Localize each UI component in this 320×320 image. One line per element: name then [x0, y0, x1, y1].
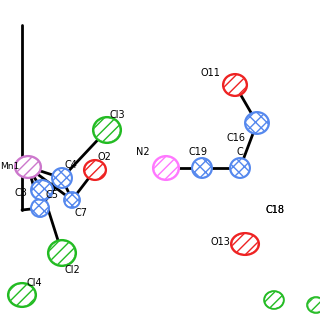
- Ellipse shape: [307, 297, 320, 313]
- Text: Mn1: Mn1: [0, 162, 19, 171]
- Ellipse shape: [64, 192, 80, 208]
- Text: O2: O2: [97, 152, 111, 162]
- Text: Cl3: Cl3: [109, 110, 124, 120]
- Text: C18: C18: [265, 205, 284, 215]
- Text: Cl2: Cl2: [64, 265, 80, 275]
- Ellipse shape: [192, 158, 212, 178]
- Text: O13: O13: [210, 237, 230, 247]
- Text: C: C: [236, 147, 244, 157]
- Text: C7: C7: [74, 208, 87, 218]
- Ellipse shape: [223, 74, 247, 96]
- Text: C16: C16: [226, 133, 245, 143]
- Ellipse shape: [245, 112, 269, 134]
- Ellipse shape: [230, 158, 250, 178]
- Text: C3: C3: [14, 188, 27, 198]
- Ellipse shape: [8, 283, 36, 307]
- Ellipse shape: [84, 160, 106, 180]
- Ellipse shape: [15, 156, 41, 178]
- Text: N2: N2: [136, 147, 150, 157]
- Ellipse shape: [93, 117, 121, 143]
- Text: C18: C18: [265, 205, 284, 215]
- Ellipse shape: [48, 240, 76, 266]
- Ellipse shape: [264, 291, 284, 309]
- Text: C19: C19: [188, 147, 207, 157]
- Ellipse shape: [52, 168, 72, 188]
- Text: O11: O11: [200, 68, 220, 78]
- Text: C4: C4: [64, 160, 77, 170]
- Ellipse shape: [31, 180, 53, 200]
- Ellipse shape: [31, 199, 49, 217]
- Text: C5: C5: [45, 190, 58, 200]
- Ellipse shape: [153, 156, 179, 180]
- Text: Cl4: Cl4: [26, 278, 42, 288]
- Ellipse shape: [231, 233, 259, 255]
